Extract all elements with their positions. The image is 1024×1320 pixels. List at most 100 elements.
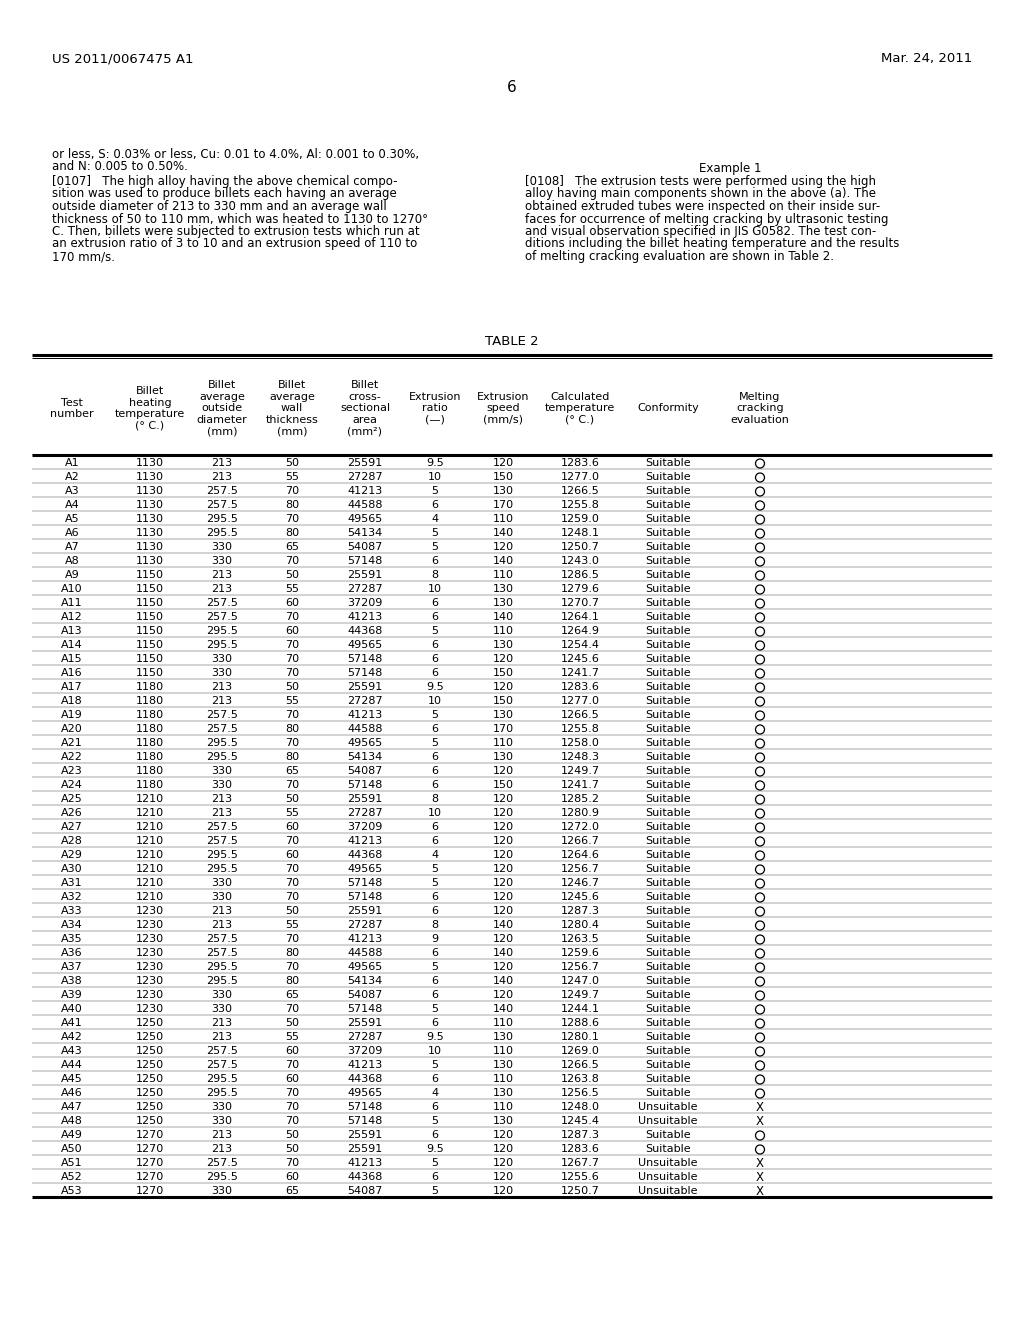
Text: Billet: Billet [351,380,379,391]
Text: 1150: 1150 [136,655,164,664]
Text: 49565: 49565 [347,962,383,973]
Text: A22: A22 [61,752,83,763]
Text: 5: 5 [431,543,438,553]
Text: 213: 213 [211,1144,232,1155]
Text: Example 1: Example 1 [698,162,761,176]
Text: 213: 213 [211,1130,232,1140]
Text: A11: A11 [61,598,83,609]
Text: 1266.5: 1266.5 [560,710,599,721]
Text: Suitable: Suitable [645,795,691,804]
Text: 330: 330 [212,892,232,903]
Text: Billet: Billet [278,380,306,391]
Text: 1270: 1270 [136,1159,164,1168]
Text: 41213: 41213 [347,710,383,721]
Text: 130: 130 [493,598,513,609]
Text: 1285.2: 1285.2 [560,795,599,804]
Text: 295.5: 295.5 [206,1074,238,1085]
Text: heating: heating [129,397,171,408]
Text: 27287: 27287 [347,697,383,706]
Text: 9: 9 [431,935,438,945]
Text: 1180: 1180 [136,767,164,776]
Text: A8: A8 [65,557,80,566]
Text: and visual observation specified in JIS G0582. The test con-: and visual observation specified in JIS … [525,224,877,238]
Text: 60: 60 [285,627,299,636]
Text: 10: 10 [428,473,442,483]
Text: 54134: 54134 [347,528,383,539]
Text: 213: 213 [211,473,232,483]
Text: 1150: 1150 [136,640,164,651]
Text: 60: 60 [285,1172,299,1183]
Text: 295.5: 295.5 [206,528,238,539]
Text: 6: 6 [431,1130,438,1140]
Text: 70: 70 [285,515,299,524]
Text: 49565: 49565 [347,865,383,874]
Text: Suitable: Suitable [645,977,691,986]
Text: 4: 4 [431,850,438,861]
Text: average: average [199,392,245,401]
Text: 1287.3: 1287.3 [560,1130,599,1140]
Text: A45: A45 [61,1074,83,1085]
Text: 1247.0: 1247.0 [560,977,599,986]
Text: 213: 213 [211,1032,232,1043]
Text: Suitable: Suitable [645,682,691,693]
Text: 41213: 41213 [347,487,383,496]
Text: (° C.): (° C.) [565,414,595,425]
Text: 1130: 1130 [136,543,164,553]
Text: 49565: 49565 [347,738,383,748]
Text: 150: 150 [493,668,513,678]
Text: 213: 213 [211,907,232,916]
Text: 120: 120 [493,682,514,693]
Text: 1256.7: 1256.7 [560,962,599,973]
Text: 41213: 41213 [347,935,383,945]
Text: A39: A39 [61,990,83,1001]
Text: A10: A10 [61,585,83,594]
Text: 80: 80 [285,752,299,763]
Text: 10: 10 [428,585,442,594]
Text: cross-: cross- [348,392,381,401]
Text: Calculated: Calculated [550,392,609,401]
Text: 5: 5 [431,879,438,888]
Text: 330: 330 [212,990,232,1001]
Text: 120: 120 [493,907,514,916]
Text: 1270: 1270 [136,1172,164,1183]
Text: A48: A48 [61,1117,83,1126]
Text: 70: 70 [285,1089,299,1098]
Text: 330: 330 [212,780,232,791]
Text: 6: 6 [431,892,438,903]
Text: 44368: 44368 [347,1074,383,1085]
Text: 295.5: 295.5 [206,627,238,636]
Text: 55: 55 [285,920,299,931]
Text: 54087: 54087 [347,990,383,1001]
Text: 8: 8 [431,920,438,931]
Text: 1283.6: 1283.6 [560,1144,599,1155]
Text: 55: 55 [285,585,299,594]
Text: 130: 130 [493,1032,513,1043]
Text: 6: 6 [431,907,438,916]
Text: temperature: temperature [115,409,185,418]
Text: Suitable: Suitable [645,528,691,539]
Text: 50: 50 [285,1019,299,1028]
Text: Suitable: Suitable [645,837,691,846]
Text: 130: 130 [493,640,513,651]
Text: 257.5: 257.5 [206,1060,238,1071]
Text: Suitable: Suitable [645,780,691,791]
Text: A23: A23 [61,767,83,776]
Text: 57148: 57148 [347,780,383,791]
Text: 1248.3: 1248.3 [560,752,599,763]
Text: X: X [756,1171,764,1184]
Text: A9: A9 [65,570,80,581]
Text: A33: A33 [61,907,83,916]
Text: 1280.9: 1280.9 [560,808,599,818]
Text: 6: 6 [431,1172,438,1183]
Text: 37209: 37209 [347,822,383,833]
Text: Suitable: Suitable [645,752,691,763]
Text: 54087: 54087 [347,1187,383,1196]
Text: 70: 70 [285,612,299,623]
Text: 5: 5 [431,627,438,636]
Text: A50: A50 [61,1144,83,1155]
Text: A28: A28 [61,837,83,846]
Text: 1266.7: 1266.7 [560,837,599,846]
Text: 1245.6: 1245.6 [560,655,599,664]
Text: Conformity: Conformity [637,403,698,413]
Text: 27287: 27287 [347,808,383,818]
